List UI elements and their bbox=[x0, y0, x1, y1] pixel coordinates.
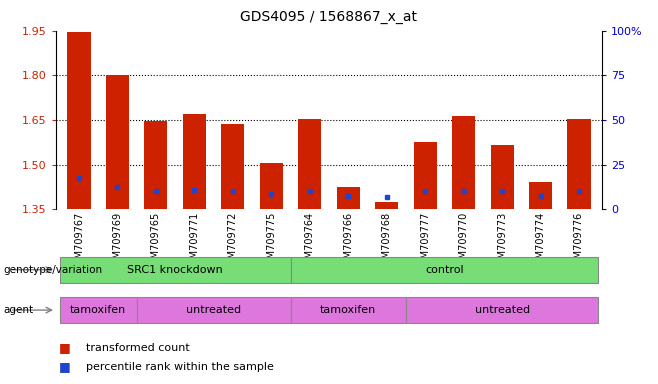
Bar bbox=[490, 145, 514, 209]
FancyBboxPatch shape bbox=[291, 297, 406, 323]
Bar bbox=[106, 75, 129, 209]
Text: SRC1 knockdown: SRC1 knockdown bbox=[127, 265, 223, 275]
Bar bbox=[567, 119, 590, 209]
Text: ■: ■ bbox=[59, 341, 71, 354]
Text: ■: ■ bbox=[59, 360, 71, 373]
Bar bbox=[414, 142, 437, 209]
FancyBboxPatch shape bbox=[60, 257, 291, 283]
Text: tamoxifen: tamoxifen bbox=[70, 305, 126, 315]
FancyBboxPatch shape bbox=[60, 297, 137, 323]
Bar bbox=[221, 124, 244, 209]
Text: agent: agent bbox=[3, 305, 34, 315]
FancyBboxPatch shape bbox=[137, 297, 291, 323]
Text: untreated: untreated bbox=[186, 305, 241, 315]
Text: control: control bbox=[425, 265, 464, 275]
Bar bbox=[337, 187, 360, 209]
FancyBboxPatch shape bbox=[291, 257, 598, 283]
Text: GDS4095 / 1568867_x_at: GDS4095 / 1568867_x_at bbox=[241, 10, 417, 23]
Bar bbox=[68, 32, 91, 209]
Text: genotype/variation: genotype/variation bbox=[3, 265, 103, 275]
Bar bbox=[260, 163, 283, 209]
Text: percentile rank within the sample: percentile rank within the sample bbox=[86, 362, 274, 372]
Bar bbox=[529, 182, 552, 209]
Bar bbox=[298, 119, 321, 209]
FancyBboxPatch shape bbox=[406, 297, 598, 323]
Bar bbox=[183, 114, 206, 209]
Bar bbox=[144, 121, 168, 209]
Text: tamoxifen: tamoxifen bbox=[320, 305, 376, 315]
Bar bbox=[375, 202, 398, 209]
Bar bbox=[452, 116, 475, 209]
Text: transformed count: transformed count bbox=[86, 343, 190, 353]
Text: untreated: untreated bbox=[474, 305, 530, 315]
